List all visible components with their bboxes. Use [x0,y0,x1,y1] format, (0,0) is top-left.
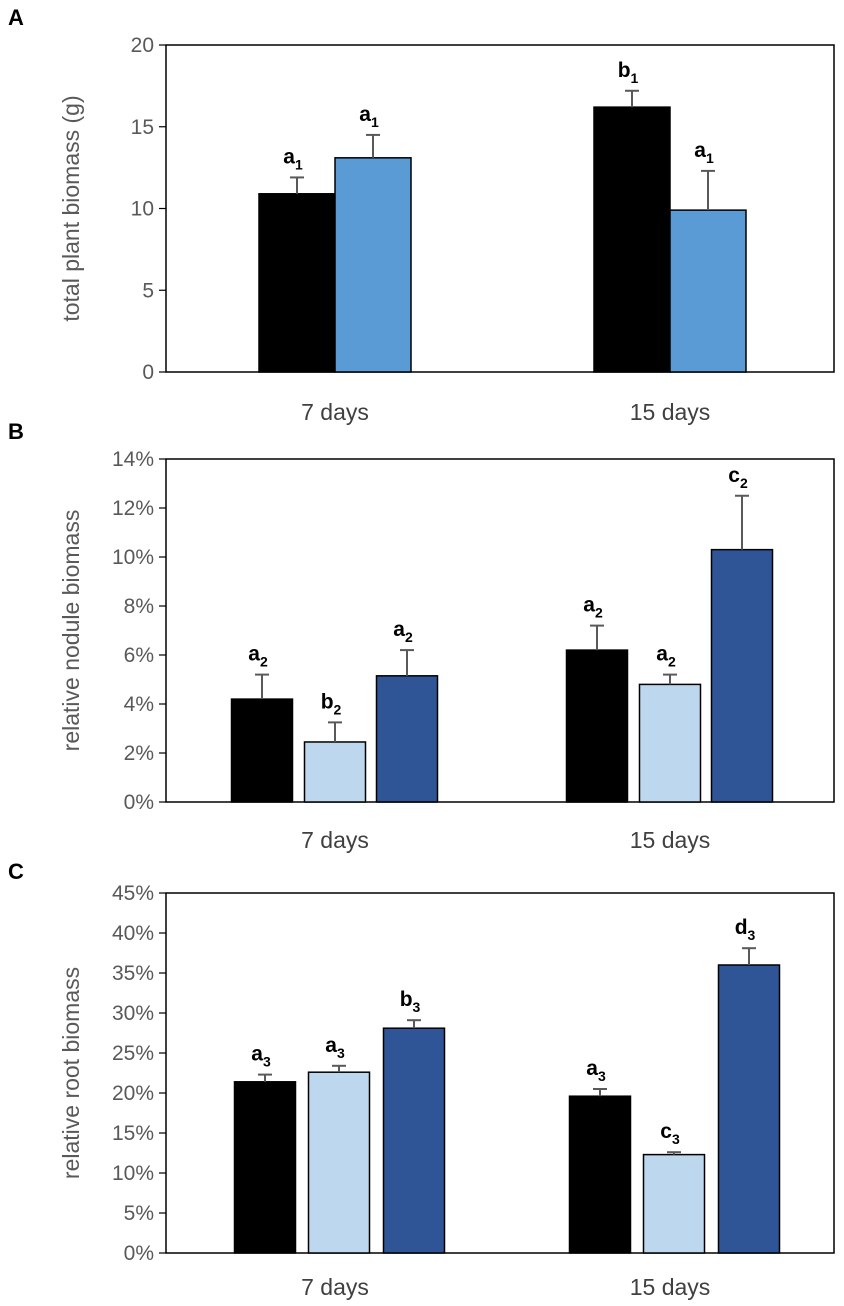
panel-a-ytick-label: 5 [142,279,154,302]
panel-b-ytick-label: 14% [112,448,154,471]
panel-b-bar [638,683,702,803]
panel-a-bar [258,193,336,373]
panel-c-significance-label: a3 [586,1057,606,1084]
panel-b-bar [710,548,774,803]
panel-c-bar [382,1027,446,1254]
panel-b-significance-label: a2 [583,594,603,621]
panel-b-bar [303,741,367,803]
panel-b-ytick-label: 2% [124,742,154,765]
panel-b-significance-label: a2 [656,643,676,670]
panel-c-significance-label: b3 [400,988,421,1015]
panel-c-ytick-label: 15% [112,1122,154,1145]
panel-c-significance-label: a3 [251,1043,271,1070]
panel-c-letter: C [8,859,24,884]
panel-b-plot-frame [165,458,835,803]
panel-c-ytick-label: 5% [124,1202,154,1225]
panel-c-ytick-label: 0% [124,1242,154,1265]
panel-a-letter: A [8,5,24,30]
panel-b-ytick-label: 8% [124,595,154,618]
panel-a: A 0 5 10 15 20 total plant biomass (g) 7 days 15… [8,5,835,425]
panel-c-bar [233,1081,297,1254]
panel-b-y-axis-label: relative nodule biomass [58,510,84,752]
panel-a-ytick-label: 0 [142,361,154,384]
panel-c: C 0% 5% 10% 15% 20% 25% 30% 35% 40% 45% relative ro… [8,859,835,1300]
panel-c-significance-label: a3 [325,1034,345,1061]
panel-b-significance-label: a2 [248,643,268,670]
panel-b-ytick-label: 10% [112,546,154,569]
panel-a-ytick-label: 20 [131,34,154,57]
panel-a-category-label: 15 days [630,399,711,425]
panel-c-ytick-label: 25% [112,1042,154,1065]
panel-c-significance-label: d3 [735,916,756,943]
panel-b-category-label: 15 days [630,827,711,853]
panel-a-ytick-label: 10 [131,198,154,221]
panel-b-significance-label: c2 [728,464,748,491]
panel-c-bar [568,1095,632,1254]
panel-b-ytick-label: 12% [112,497,154,520]
panel-a-bar [334,157,412,373]
panel-a-category-label: 7 days [301,399,369,425]
panel-b-bar [565,649,629,803]
panel-b-category-label: 7 days [301,827,369,853]
panel-c-plot-frame [165,892,835,1254]
panel-a-bar [593,106,671,373]
panel-c-category-label: 15 days [630,1274,711,1300]
panel-c-y-axis-label: relative root biomass [58,967,84,1179]
panel-c-bar [717,964,781,1254]
panel-c-ytick-label: 35% [112,962,154,985]
panel-b-ytick-label: 6% [124,644,154,667]
panel-b-bar [230,698,294,803]
panel-a-y-axis-label: total plant biomass (g) [58,95,84,321]
panel-a-bar [669,209,747,373]
panel-a-significance-label: b1 [618,59,639,86]
panel-b-ytick-label: 4% [124,693,154,716]
panel-c-ytick-label: 10% [112,1162,154,1185]
panel-c-bar [307,1071,371,1254]
panel-b-significance-label: b2 [321,690,342,717]
panel-c-bar [642,1153,706,1254]
panel-b-significance-label: a2 [393,618,413,645]
panel-c-ytick-label: 45% [112,882,154,905]
panel-c-ytick-label: 40% [112,922,154,945]
panel-a-significance-label: a1 [283,145,303,172]
panel-a-significance-label: a1 [694,139,714,166]
panel-c-category-label: 7 days [301,1274,369,1300]
panel-b: B 0% 2% 4% 6% 8% 10% 12% 14% relative nodule biom… [8,419,835,853]
panel-b-ytick-label: 0% [124,791,154,814]
panel-c-significance-label: c3 [660,1120,680,1147]
panel-a-significance-label: a1 [359,103,379,130]
panel-c-ytick-label: 30% [112,1002,154,1025]
panel-b-letter: B [8,419,24,444]
panel-a-ytick-label: 15 [131,116,154,139]
panel-c-ytick-label: 20% [112,1082,154,1105]
panel-b-bar [375,675,439,803]
